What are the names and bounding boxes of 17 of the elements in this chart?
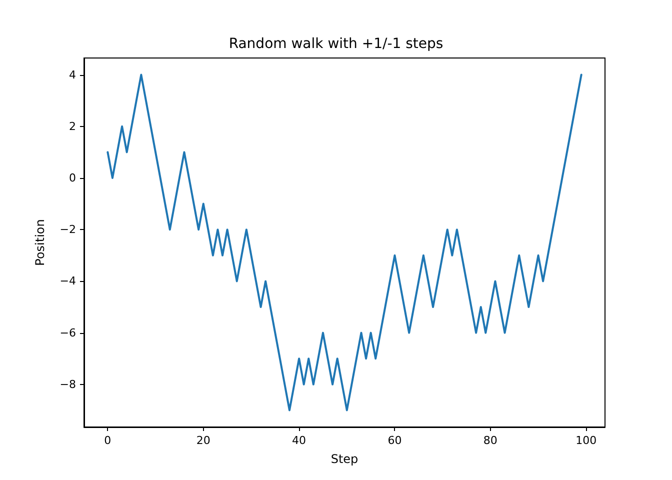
x-tick-label: 40	[292, 434, 306, 447]
y-tick-label: −6	[60, 326, 76, 340]
x-tick-label: 0	[104, 434, 112, 447]
x-axis-title: Step	[330, 452, 358, 466]
y-tick-label: 0	[69, 171, 76, 184]
chart-title: Random walk with +1/-1 steps	[228, 36, 444, 52]
x-tick-label: 20	[196, 434, 210, 447]
x-tick-label: 100	[576, 434, 597, 447]
y-tick-label: 4	[69, 68, 76, 82]
line-series	[106, 74, 582, 412]
y-tick-label: −2	[60, 223, 76, 236]
x-tick-label: 80	[483, 434, 498, 447]
y-tick-label: 2	[69, 120, 76, 133]
x-tick-label: 60	[388, 434, 402, 447]
y-tick-label: −4	[60, 274, 76, 288]
y-axis-title: Position	[33, 219, 47, 266]
y-tick-label: −8	[60, 378, 76, 391]
